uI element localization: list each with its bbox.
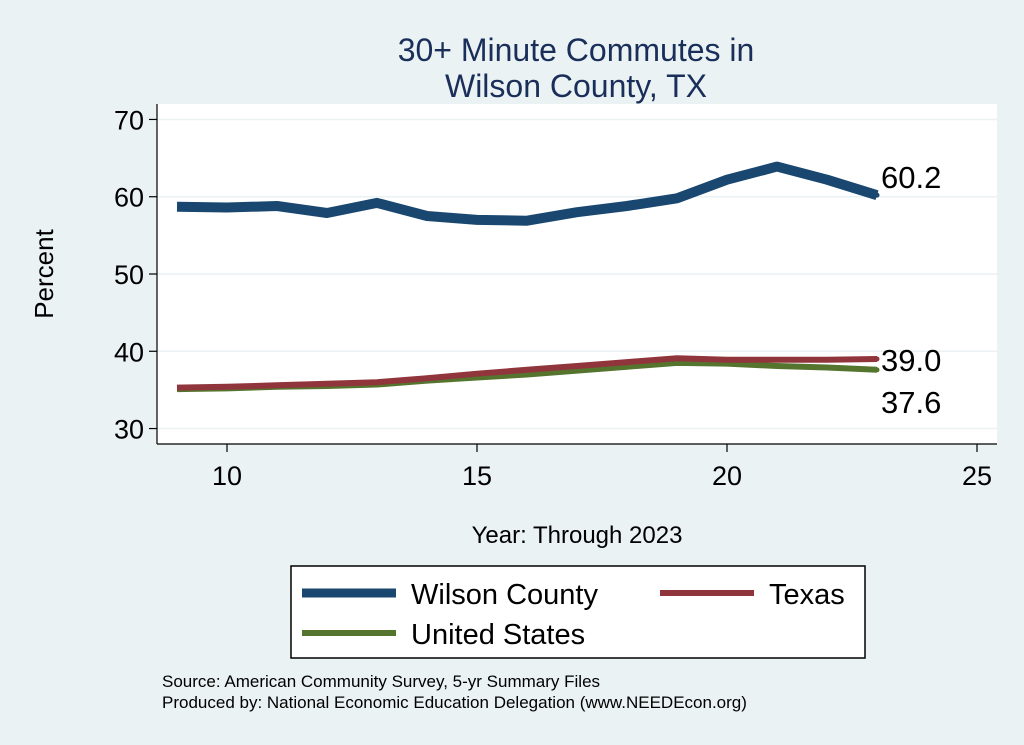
legend-label-texas: Texas — [769, 579, 845, 611]
end-label-united-states: 37.6 — [881, 385, 941, 420]
producer-note: Produced by: National Economic Education… — [162, 693, 747, 712]
legend: Wilson County Texas United States — [290, 565, 866, 659]
x-tick-label: 10 — [212, 461, 242, 491]
axes: 30 40 50 60 70 10 15 20 25 — [114, 104, 997, 491]
end-label-wilson-county: 60.2 — [881, 160, 941, 195]
x-tick-label: 20 — [712, 461, 742, 491]
end-label-texas: 39.0 — [881, 343, 941, 378]
legend-label-united-states: United States — [411, 619, 585, 651]
chart-title-line-1: 30+ Minute Commutes in — [398, 32, 755, 68]
y-tick-label: 60 — [114, 183, 144, 213]
x-tick-label: 15 — [462, 461, 492, 491]
chart-title-line-2: Wilson County, TX — [445, 68, 707, 104]
y-tick-label: 70 — [114, 105, 144, 135]
y-axis-label: Percent — [29, 228, 59, 318]
x-tick-label: 25 — [962, 461, 992, 491]
series-end-marker-texas — [874, 356, 880, 362]
source-note: Source: American Community Survey, 5-yr … — [162, 672, 600, 691]
series-end-marker-wilson-county — [874, 192, 880, 198]
x-axis-label: Year: Through 2023 — [472, 522, 683, 549]
y-tick-label: 50 — [114, 260, 144, 290]
series-line-wilson-county — [176, 161, 879, 226]
series-line-texas — [176, 355, 878, 391]
legend-label-wilson-county: Wilson County — [411, 579, 598, 611]
series-end-marker-united-states — [874, 367, 880, 373]
gridlines — [157, 118, 997, 430]
y-tick-label: 40 — [114, 337, 144, 367]
y-tick-label: 30 — [114, 415, 144, 445]
end-labels: 60.2 39.0 37.6 — [881, 160, 941, 420]
series — [176, 161, 880, 393]
legend-box — [290, 565, 866, 659]
